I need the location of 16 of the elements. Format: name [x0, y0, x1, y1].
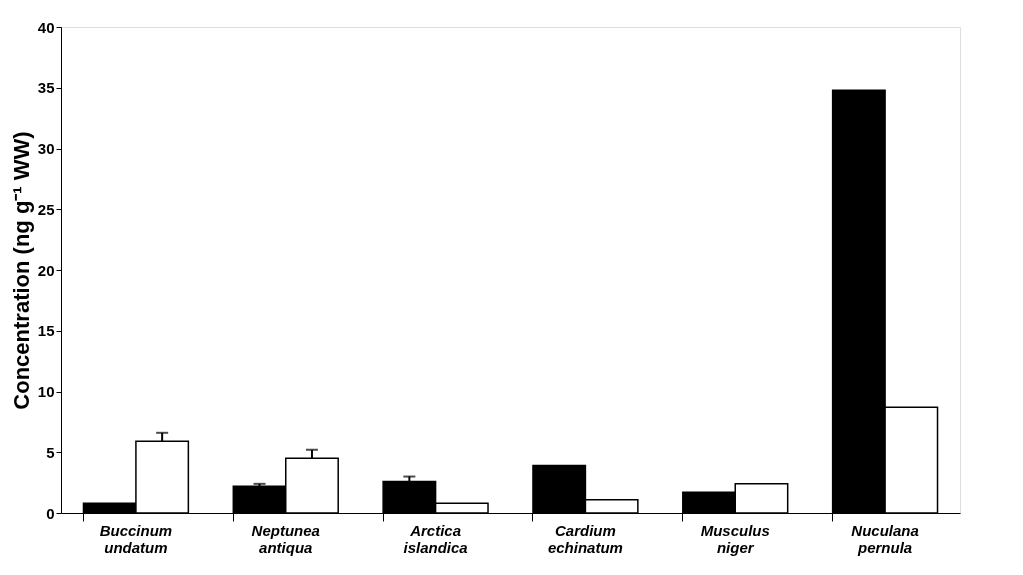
y-tick-label: 25 [37, 200, 55, 218]
y-tick-label: 15 [37, 322, 55, 340]
x-tick-label: Arctica islandica [403, 521, 468, 556]
y-tick-label: 0 [46, 504, 55, 522]
y-tick-label: 5 [46, 443, 55, 461]
x-tick-label: Nuculana pernula [851, 521, 919, 556]
x-tick-label: Musculus niger [700, 521, 770, 556]
x-tick-label: Neptunea antiqua [251, 521, 320, 556]
x-tick-label: Cardium echinatum [547, 521, 623, 556]
y-tick-label: 30 [37, 140, 55, 157]
x-tick-label: Buccinum undatum [99, 521, 173, 556]
y-axis-title: Concentration (ng g⁻¹ WW) [8, 131, 34, 410]
y-tick-label: 35 [37, 79, 55, 97]
y-tick-label: 20 [37, 261, 55, 279]
y-tick-label: 10 [37, 383, 55, 400]
y-tick-label: 40 [37, 18, 55, 36]
